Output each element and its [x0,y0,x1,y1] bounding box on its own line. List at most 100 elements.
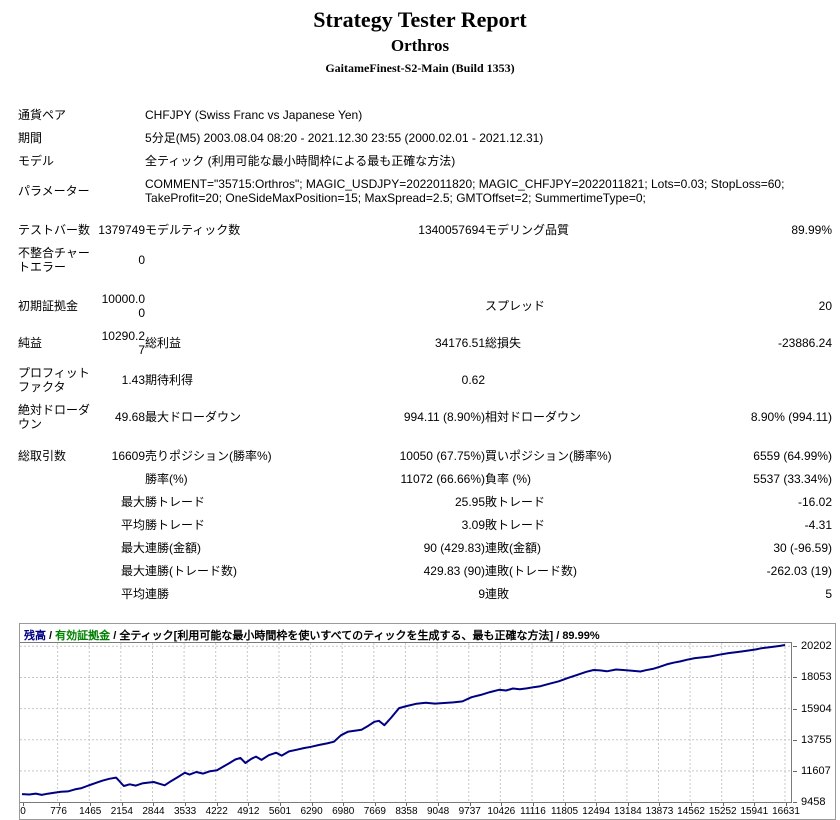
stat-label: 純益 [18,336,43,350]
terminal-build: GaitameFinest-S2-Main (Build 1353) [325,61,515,75]
stat-label: 相対ドローダウン [485,410,582,424]
stat-label: 期待利得 [145,373,194,387]
stat-label [485,361,732,398]
caption-separator: / [553,630,563,642]
x-axis-label: 7669 [363,806,386,817]
stat-label: 勝トレード [145,495,206,509]
stat-row: 総取引数 16609 売りポジション(勝率%) 10050 (67.75%) 買いポジシ… [18,444,832,467]
stat-value: 10050 (67.75%) [399,449,486,463]
caption-separator: / [46,630,56,642]
stat-label: 勝率(%) [145,472,188,486]
x-axis-tick [279,803,281,806]
stat-value: 30 (-96.59) [773,541,833,555]
x-axis-label: 5601 [268,806,292,817]
stat-value: -16.02 [798,495,833,509]
x-axis-tick [691,803,693,806]
x-axis-label: 11116 [520,806,546,817]
stat-label: モデリング品質 [485,223,570,237]
stat-row: 平均 勝トレード 3.09 敗トレード -4.31 [18,513,832,536]
stat-value: 3.09 [461,518,486,532]
stat-value: 429.83 (90) [423,564,486,578]
stat-label: 初期証拠金 [18,299,79,313]
x-axis-label: 13184 [613,806,642,817]
x-axis-tick [58,803,60,806]
x-axis-tick [153,803,155,806]
info-label: モデル [18,154,55,168]
x-axis-tick [786,803,787,806]
x-axis-tick [121,803,123,806]
stat-value: 10290.27 [101,329,146,357]
y-axis-tick [793,770,797,772]
stat-label: モデルティック数 [145,223,241,237]
stat-row: 初期証拠金 10000.00 スプレッド 20 [18,287,832,324]
stat-label [18,559,98,582]
stat-label: 連勝 [145,587,170,601]
stat-value: 平均 [121,518,146,532]
stat-row: 不整合チャートエラー 0 [18,241,832,278]
stats-tbody: テストバー数 1379749 モデルティック数 1340057694 モデリング品質 89… [18,209,832,605]
ea-name: Orthros [390,36,450,55]
x-axis-label: 15252 [708,806,737,817]
x-axis-tick [406,803,408,806]
page-title: Strategy Tester Report [313,7,527,32]
x-axis-tick [627,803,629,806]
balance-legend-label: 残高 [24,630,46,642]
x-axis-tick [311,803,313,806]
caption-separator: / [110,630,120,642]
stat-label [18,467,98,490]
model-caption-label: 全ティック[利用可能な最小時間枠を使いすべてのティックを生成する、最も正確な方法… [119,630,554,642]
stat-label [18,490,98,513]
stat-value: 89.99% [791,223,833,237]
equity-curve-svg [20,643,790,802]
x-axis-label: 13873 [645,806,674,817]
stat-label: 総利益 [145,336,182,350]
stat-value: 5 [825,587,833,601]
stat-value: 10000.00 [101,292,146,320]
stat-value: -262.03 (19) [766,564,833,578]
y-axis-tick [793,646,797,648]
stat-value: 1.43 [121,373,146,387]
x-axis-tick [469,803,471,806]
stat-label: 総損失 [485,336,522,350]
info-row: 通貨ペア CHFJPY (Swiss Franc vs Japanese Yen) [18,103,832,126]
y-axis-tick [793,677,797,679]
stat-label: 最大ドローダウン [145,410,242,424]
x-axis-label: 12494 [582,806,611,817]
stat-value: 平均 [121,587,146,601]
stat-value [98,467,145,490]
x-axis-label: 4222 [205,806,228,817]
stat-label: プロフィットファクタ [18,366,90,394]
stat-value: 90 (429.83) [423,541,486,555]
x-axis-label: 9737 [458,806,481,817]
x-axis-tick [90,803,92,806]
y-axis-tick [793,802,797,803]
info-label: パラメーター [18,184,90,198]
x-axis-label: 11805 [551,806,579,817]
stat-value: 11072 (66.66%) [400,472,486,486]
y-axis-label: 15904 [801,702,832,715]
table-group-gap [18,278,832,287]
info-label: 通貨ペア [18,108,67,122]
stat-value: 5537 (33.34%) [753,472,833,486]
x-axis-tick [754,803,756,806]
info-value: CHFJPY (Swiss Franc vs Japanese Yen) [145,108,363,122]
x-axis-label: 4912 [237,806,260,817]
x-axis-tick [501,803,503,806]
y-axis-label: 18053 [801,671,832,684]
stat-label: 敗トレード [485,518,546,532]
stat-value: -4.31 [804,518,833,532]
stat-label: テストバー数 [18,223,91,237]
stat-row: 最大 連勝(金額) 90 (429.83) 連敗(金額) 30 (-96.59) [18,536,832,559]
x-axis-tick [532,803,534,806]
y-axis-label: 13755 [801,733,832,746]
stat-value [732,241,832,278]
stat-label [18,582,98,605]
plot-area [20,642,792,803]
info-row: 期間 5分足(M5) 2003.08.04 08:20 - 2021.12.30 … [18,126,832,149]
x-axis-label: 10426 [487,806,516,817]
info-label: 期間 [18,131,43,145]
stat-value: 34176.51 [434,336,486,350]
stat-row: 絶対ドローダウン 49.68 最大ドローダウン 994.11 (8.90%) 相対ドロー… [18,398,832,435]
stat-row: 純益 10290.27 総利益 34176.51 総損失 -23886.24 [18,324,832,361]
stat-value: 最大 [121,495,146,509]
